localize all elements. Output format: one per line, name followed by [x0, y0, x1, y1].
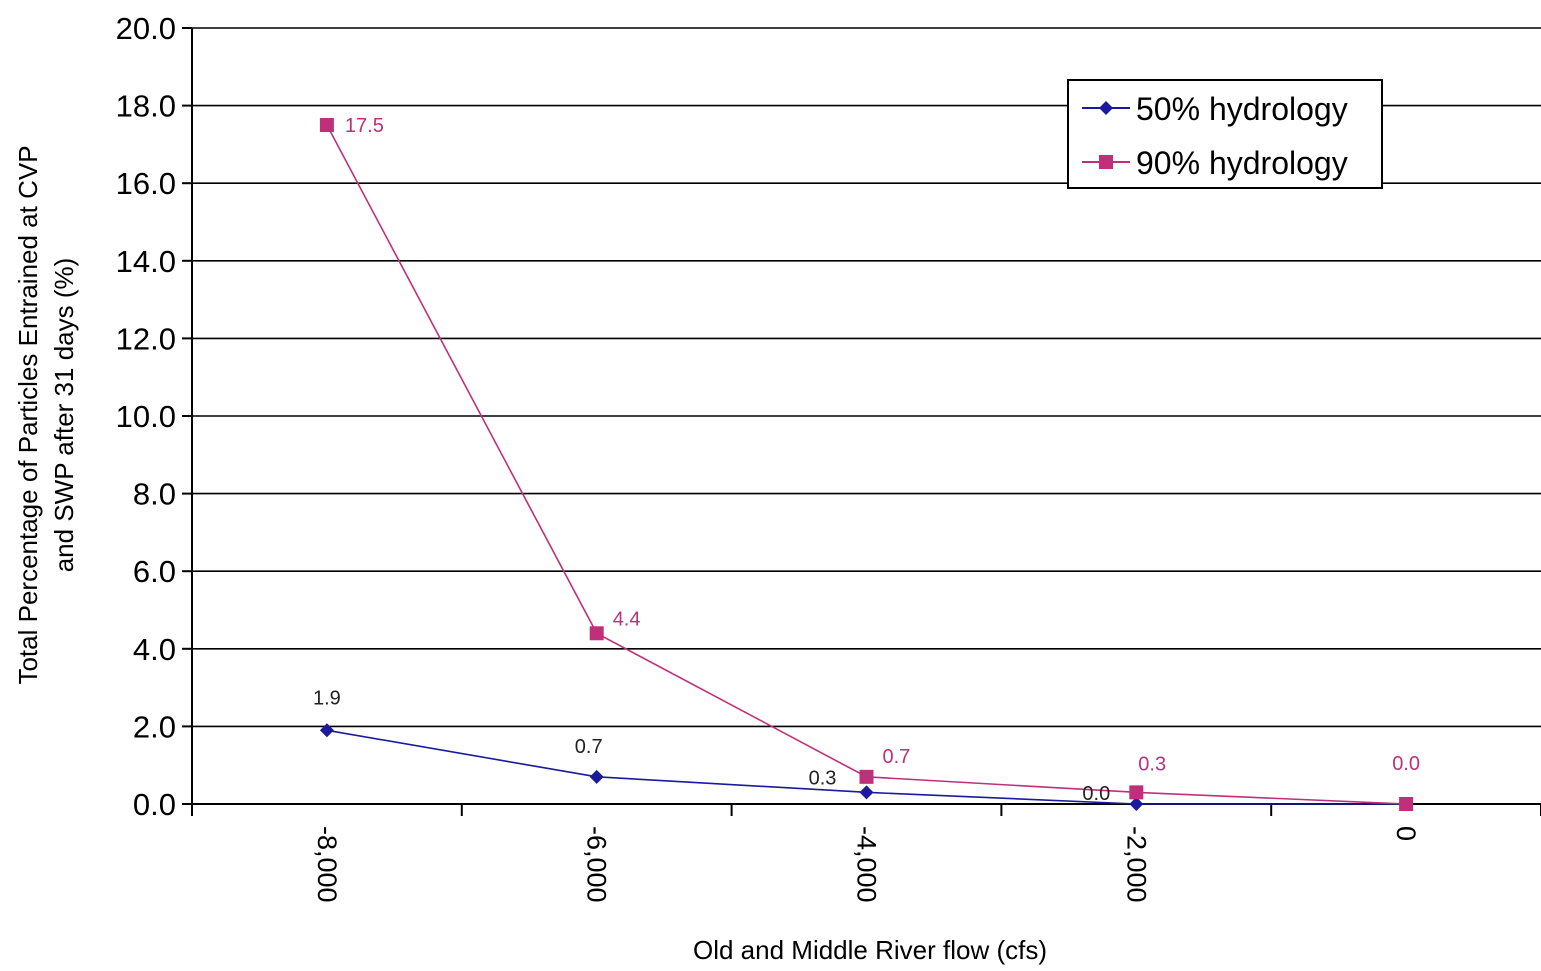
x-axis-title: Old and Middle River flow (cfs) — [693, 935, 1047, 965]
y-tick-label: 4.0 — [133, 632, 176, 667]
data-point-square — [1399, 797, 1414, 811]
data-point-diamond — [319, 723, 334, 738]
data-point-square — [589, 626, 604, 641]
data-labels: 1.9 0.7 0.3 0.0 17.5 4.4 0.7 0.3 0.0 — [313, 115, 1420, 805]
data-label: 0.0 — [1392, 753, 1420, 775]
data-label: 0.7 — [883, 746, 911, 768]
legend: 50% hydrology 90% hydrology — [1067, 79, 1383, 189]
legend-marker-diamond — [1099, 101, 1113, 115]
y-axis-title-line-2: and SWP after 31 days (%) — [49, 258, 79, 573]
data-label: 0.3 — [1138, 753, 1166, 775]
legend-box — [1067, 79, 1383, 189]
y-axis-title-line-1: Total Percentage of Particles Entrained … — [13, 145, 43, 684]
y-tick-label: 12.0 — [116, 321, 176, 356]
legend-label: 90% hydrology — [1136, 145, 1348, 181]
series-lines — [319, 118, 1414, 811]
y-tick-label: 0.0 — [133, 787, 176, 822]
data-point-diamond — [589, 769, 604, 784]
data-label: 0.7 — [575, 736, 603, 758]
series-line — [326, 124, 1407, 805]
gridlines — [192, 27, 1541, 728]
series-90-percent — [319, 118, 1414, 811]
data-point-square — [859, 769, 874, 784]
data-point-diamond — [859, 785, 874, 800]
x-tick-label: 0 — [1391, 826, 1421, 841]
y-tick-label: 20.0 — [116, 11, 176, 46]
data-label: 0.0 — [1082, 783, 1110, 805]
data-label: 1.9 — [313, 687, 341, 709]
data-label: 17.5 — [345, 115, 384, 137]
data-point-square — [1129, 785, 1144, 800]
y-tick-label: 8.0 — [133, 477, 176, 512]
y-tick-label: 10.0 — [116, 399, 176, 434]
x-tick-label: -4,000 — [852, 826, 882, 903]
axes: 0.0 2.0 4.0 6.0 8.0 10.0 12.0 14.0 16.0 18.0 20.0 -… — [116, 11, 1541, 903]
y-tick-label: 16.0 — [116, 166, 176, 201]
data-label: 0.3 — [809, 767, 837, 789]
y-tick-label: 6.0 — [133, 554, 176, 589]
data-point-diamond — [1129, 797, 1144, 811]
x-tick-label: -8,000 — [312, 826, 342, 903]
data-point-square — [319, 118, 334, 132]
y-tick-label: 2.0 — [133, 709, 176, 744]
y-tick-label: 14.0 — [116, 244, 176, 279]
x-tick-label: -6,000 — [582, 826, 612, 903]
data-label: 4.4 — [613, 608, 641, 630]
y-tick-label: 18.0 — [116, 89, 176, 124]
legend-marker-square — [1099, 155, 1113, 169]
legend-label: 50% hydrology — [1136, 91, 1348, 127]
x-tick-label: -2,000 — [1121, 826, 1151, 903]
